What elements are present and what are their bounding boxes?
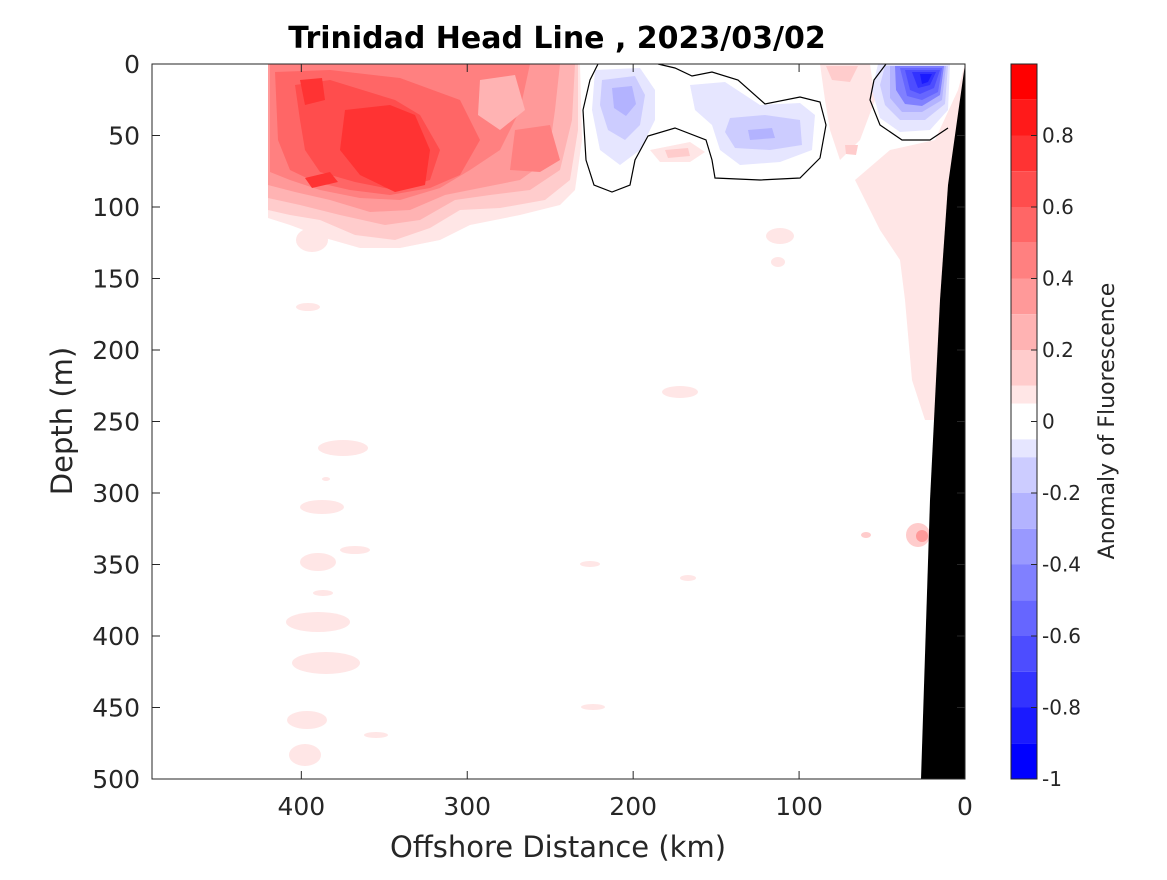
neg-anomaly-east-level-0.3 <box>748 128 775 140</box>
y-axis: 0 50 100 150 200 250 300 350 400 450 500 <box>92 50 965 794</box>
colorbar-tick-label: 0 <box>1042 410 1055 434</box>
pos-anomaly-blob-b <box>305 172 338 188</box>
colorbar-label: Anomaly of Fluorescence <box>1095 283 1120 560</box>
colorbar-tick-label: -1 <box>1042 767 1062 791</box>
colorbar-tick-label: 0.4 <box>1042 267 1074 291</box>
colorbar-band <box>1011 528 1037 565</box>
colorbar-band <box>1011 493 1037 529</box>
seafloor-bathymetry <box>921 64 965 779</box>
colorbar-band <box>1011 207 1037 243</box>
colorbar-band <box>1011 671 1037 708</box>
x-tick-label: 400 <box>277 792 325 821</box>
deep-patch <box>581 704 605 710</box>
upper-slope-positive <box>820 64 875 160</box>
pos-anomaly-blob-d <box>478 75 525 130</box>
y-tick-label: 350 <box>92 551 140 580</box>
x-tick-label: 200 <box>609 792 657 821</box>
deep-patch <box>861 532 871 538</box>
x-tick-label: 300 <box>443 792 491 821</box>
deep-patch <box>771 257 785 267</box>
y-tick-label: 100 <box>92 193 140 222</box>
colorbar-band <box>1011 99 1037 136</box>
pos-anomaly-blob-a <box>300 78 325 105</box>
colorbar-band <box>1011 636 1037 672</box>
colorbar-band <box>1011 64 1037 100</box>
colorbar: 0.8 0.6 0.4 0.2 0 -0.2 -0.4 -0.6 -0.8 -1 <box>1010 63 1081 791</box>
y-tick-label: 0 <box>124 50 140 79</box>
y-axis-label: Depth (m) <box>45 347 79 495</box>
deep-patch <box>300 553 336 571</box>
contour-field <box>268 64 965 779</box>
colorbar-band <box>1011 278 1037 315</box>
colorbar-tick-label: 0.6 <box>1042 195 1074 219</box>
surface-patch-near-80km <box>826 66 858 82</box>
deep-patch <box>662 386 698 398</box>
deep-patch <box>300 500 344 514</box>
deep-patch <box>292 652 360 674</box>
colorbar-band <box>1011 457 1037 493</box>
slope-weak-positive <box>855 64 965 420</box>
neg-anomaly-west-level-0.3 <box>612 86 636 116</box>
y-tick-label: 200 <box>92 336 140 365</box>
zero-contour-line <box>869 64 949 141</box>
colorbar-tick-label: -0.4 <box>1042 553 1081 577</box>
deep-patch <box>296 228 328 252</box>
deep-patch <box>296 303 320 311</box>
deep-patch <box>680 575 696 581</box>
x-tick-label: 100 <box>775 792 823 821</box>
deep-patch <box>289 744 321 766</box>
deep-patch <box>313 590 333 596</box>
deep-patch <box>340 546 370 554</box>
deep-patch <box>286 612 350 632</box>
colorbar-band <box>1011 314 1037 350</box>
y-tick-label: 150 <box>92 265 140 294</box>
y-tick-label: 300 <box>92 479 140 508</box>
colorbar-band <box>1011 564 1037 601</box>
deep-patch <box>322 477 330 481</box>
chart-title: Trinidad Head Line , 2023/03/02 <box>288 21 825 56</box>
deep-patch <box>766 228 794 244</box>
zero-contour-line <box>582 64 827 193</box>
colorbar-tick-label: 0.8 <box>1042 124 1074 148</box>
pos-patch-180km-core <box>665 148 690 158</box>
pos-anomaly-blob-c <box>510 125 560 172</box>
y-tick-label: 500 <box>92 765 140 794</box>
deep-patch <box>580 561 600 567</box>
deep-patch <box>364 732 388 738</box>
y-tick-label: 50 <box>108 122 140 151</box>
colorbar-band <box>1011 743 1037 779</box>
colorbar-tick-label: 0.2 <box>1042 338 1074 362</box>
colorbar-tick-label: -0.6 <box>1042 624 1081 648</box>
x-tick-label: 0 <box>957 792 973 821</box>
colorbar-band <box>1011 350 1037 386</box>
x-axis: 400 300 200 100 0 <box>277 64 973 821</box>
deep-patch <box>318 440 368 456</box>
y-tick-label: 250 <box>92 408 140 437</box>
neg-anomaly-nearshore-level-0.9 <box>920 74 932 84</box>
pos-anomaly-level-0.8 <box>340 105 430 192</box>
colorbar-band <box>1011 707 1037 744</box>
y-tick-label: 400 <box>92 622 140 651</box>
deep-patch <box>287 711 327 729</box>
colorbar-band <box>1011 171 1037 207</box>
y-tick-label: 450 <box>92 694 140 723</box>
colorbar-tick-label: -0.2 <box>1042 481 1081 505</box>
colorbar-band <box>1011 439 1037 458</box>
colorbar-band <box>1011 385 1037 404</box>
colorbar-band <box>1011 403 1037 422</box>
surface-patch-near-50km <box>845 145 858 155</box>
colorbar-band <box>1011 135 1037 172</box>
colorbar-band <box>1011 421 1037 440</box>
colorbar-tick-label: -0.8 <box>1042 696 1081 720</box>
x-axis-label: Offshore Distance (km) <box>390 830 726 864</box>
colorbar-band <box>1011 242 1037 279</box>
deep-patch-core <box>916 530 928 542</box>
colorbar-band <box>1011 600 1037 636</box>
